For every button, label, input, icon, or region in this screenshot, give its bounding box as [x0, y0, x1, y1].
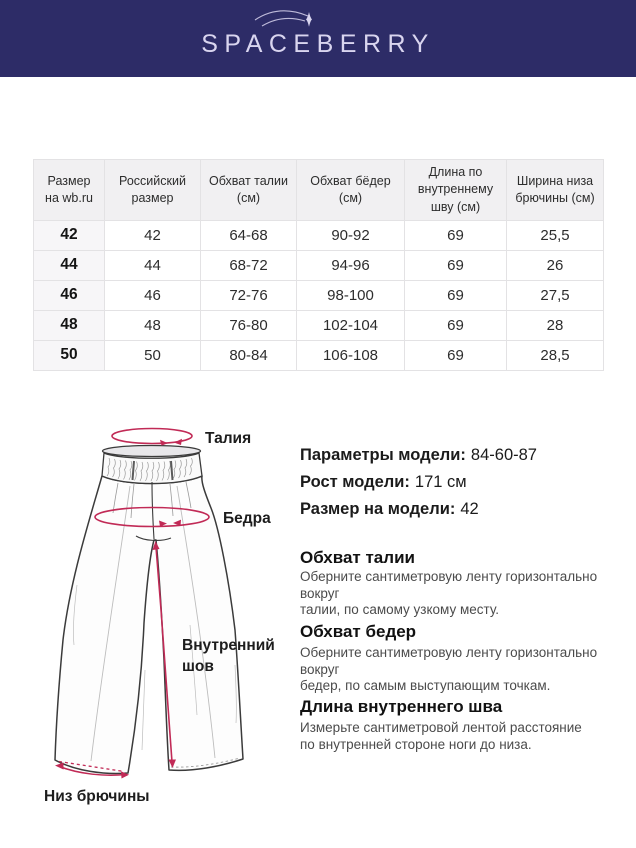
- model-size-value: 42: [460, 500, 479, 518]
- guide-title-waist: Обхват талии: [300, 548, 415, 567]
- guide-title-hips: Обхват бедер: [300, 622, 417, 641]
- model-parameters-value: 84-60-87: [470, 446, 537, 464]
- cell-hips: 90-92: [296, 219, 405, 251]
- cell-waist: 72-76: [200, 279, 297, 311]
- model-size-line: Размер на модели: 42: [300, 496, 537, 523]
- cell-ru-size: 46: [104, 279, 201, 311]
- cell-waist: 64-68: [200, 219, 297, 251]
- cell-waist: 80-84: [200, 339, 297, 371]
- model-height-value: 171 см: [414, 473, 467, 491]
- guide-desc-inseam: Измерьте сантиметровой лентой расстояние…: [300, 720, 582, 752]
- header-banner: SPACEBERRY: [0, 0, 636, 77]
- cell-wb-size: 44: [33, 249, 105, 281]
- cell-wb-size: 46: [33, 279, 105, 311]
- cell-waist: 68-72: [200, 249, 297, 281]
- cell-inseam: 69: [404, 279, 507, 311]
- brand-logo: SPACEBERRY: [201, 10, 435, 59]
- cell-hem: 28,5: [506, 339, 604, 371]
- col-header-ru-size: Российский размер: [104, 159, 201, 221]
- model-size-label: Размер на модели:: [300, 500, 456, 518]
- cell-wb-size: 42: [33, 219, 105, 251]
- shooting-star-icon: [254, 10, 313, 27]
- cell-ru-size: 42: [104, 219, 201, 251]
- cell-wb-size: 48: [33, 309, 105, 341]
- cell-hips: 94-96: [296, 249, 405, 281]
- cell-wb-size: 50: [33, 339, 105, 371]
- guide-desc-hips: Оберните сантиметровую ленту горизонталь…: [300, 645, 598, 693]
- cell-inseam: 69: [404, 219, 507, 251]
- diagram-label-hem: Низ брючины: [44, 788, 150, 805]
- col-header-inseam-length: Длина по внутреннему шву (см): [404, 159, 507, 221]
- cell-hem: 27,5: [506, 279, 604, 311]
- col-header-waist: Обхват талии (см): [200, 159, 297, 221]
- cell-hips: 106-108: [296, 339, 405, 371]
- guide-desc-waist: Оберните сантиметровую ленту горизонталь…: [300, 569, 598, 617]
- size-table: Размер на wb.ru Российский размер Обхват…: [33, 159, 604, 371]
- table-row: 44 44 68-72 94-96 69 26: [33, 249, 604, 281]
- cell-inseam: 69: [404, 249, 507, 281]
- diagram-label-waist: Талия: [205, 430, 252, 447]
- table-row: 42 42 64-68 90-92 69 25,5: [33, 219, 604, 251]
- table-row: 48 48 76-80 102-104 69 28: [33, 309, 604, 341]
- col-header-hem-width: Ширина низа брючины (см): [506, 159, 604, 221]
- table-row: 50 50 80-84 106-108 69 28,5: [33, 339, 604, 371]
- pants-drawing: [54, 427, 244, 779]
- cell-ru-size: 50: [104, 339, 201, 371]
- cell-hem: 25,5: [506, 219, 604, 251]
- cell-inseam: 69: [404, 339, 507, 371]
- model-info: Параметры модели: 84-60-87 Рост модели: 17…: [300, 442, 537, 523]
- cell-hem: 28: [506, 309, 604, 341]
- size-table-header-row: Размер на wb.ru Российский размер Обхват…: [33, 159, 604, 221]
- col-header-hips: Обхват бёдер (см): [296, 159, 405, 221]
- cell-ru-size: 44: [104, 249, 201, 281]
- cell-hem: 26: [506, 249, 604, 281]
- model-height-line: Рост модели: 171 см: [300, 469, 537, 496]
- cell-hips: 102-104: [296, 309, 405, 341]
- model-parameters-line: Параметры модели: 84-60-87: [300, 442, 537, 469]
- diagram-label-hips: Бедра: [223, 510, 271, 527]
- model-parameters-label: Параметры модели:: [300, 446, 466, 464]
- cell-inseam: 69: [404, 309, 507, 341]
- guide-title-inseam: Длина внутреннего шва: [300, 697, 503, 716]
- table-row: 46 46 72-76 98-100 69 27,5: [33, 279, 604, 311]
- diagram-label-inseam: Внутренний шов: [182, 637, 275, 675]
- pants-measurement-diagram: Талия Бедра Внутренний шов Низ брючины: [30, 410, 300, 820]
- cell-waist: 76-80: [200, 309, 297, 341]
- col-header-wb-size: Размер на wb.ru: [33, 159, 105, 221]
- cell-hips: 98-100: [296, 279, 405, 311]
- model-height-label: Рост модели:: [300, 473, 410, 491]
- cell-ru-size: 48: [104, 309, 201, 341]
- brand-logo-text: SPACEBERRY: [201, 30, 435, 58]
